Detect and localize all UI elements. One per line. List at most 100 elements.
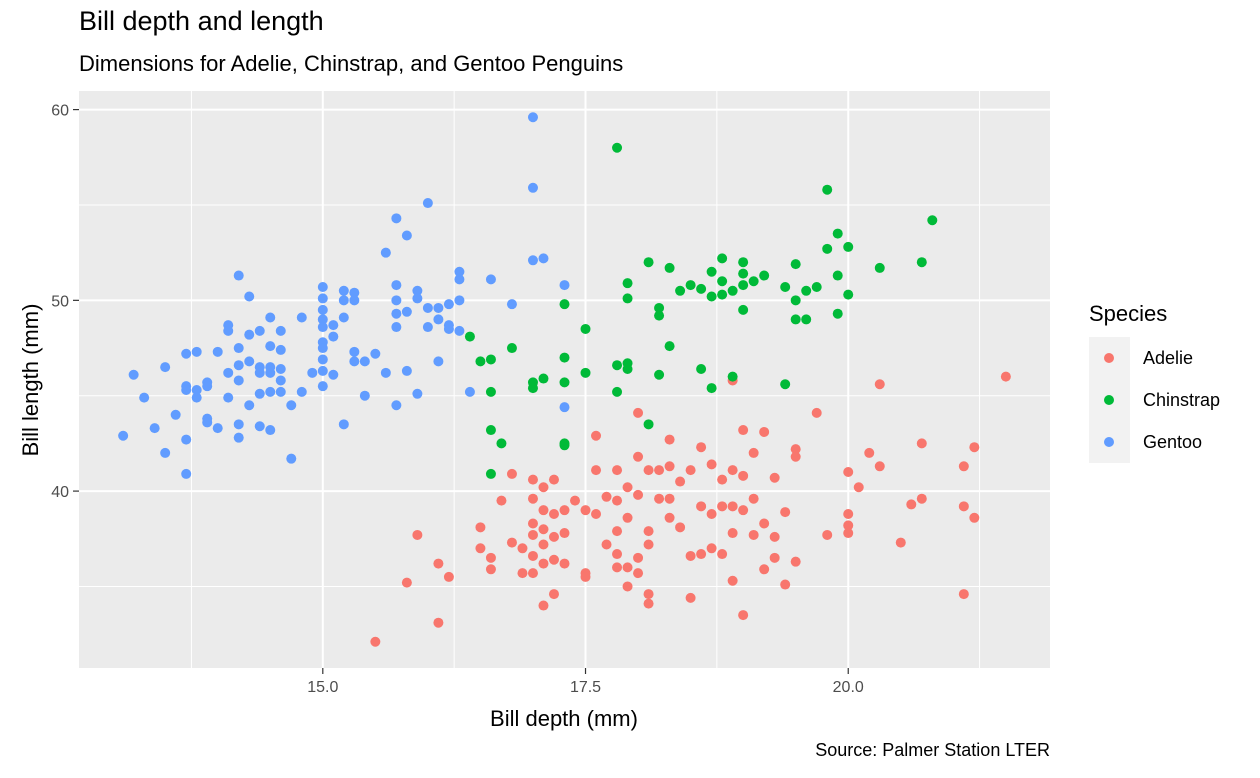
- point-adelie: [591, 430, 602, 441]
- point-adelie: [548, 589, 559, 600]
- chart-subtitle: Dimensions for Adelie, Chinstrap, and Ge…: [79, 51, 624, 76]
- point-adelie: [527, 518, 538, 529]
- point-adelie: [601, 539, 612, 550]
- y-axis-title: Bill length (mm): [18, 304, 43, 457]
- point-chinstrap: [485, 468, 496, 479]
- point-gentoo: [317, 304, 328, 315]
- x-axis-title: Bill depth (mm): [490, 706, 638, 731]
- point-adelie: [738, 505, 749, 516]
- point-gentoo: [454, 295, 465, 306]
- point-gentoo: [559, 402, 570, 413]
- point-gentoo: [275, 364, 286, 375]
- point-gentoo: [443, 323, 454, 334]
- point-gentoo: [485, 274, 496, 285]
- point-adelie: [559, 558, 570, 569]
- point-adelie: [633, 489, 644, 500]
- point-chinstrap: [832, 228, 843, 239]
- point-adelie: [696, 501, 707, 512]
- point-chinstrap: [527, 383, 538, 394]
- point-gentoo: [202, 417, 213, 428]
- point-gentoo: [139, 392, 150, 403]
- point-gentoo: [181, 348, 192, 359]
- point-gentoo: [244, 329, 255, 340]
- point-chinstrap: [612, 142, 623, 153]
- point-adelie: [643, 598, 654, 609]
- point-gentoo: [265, 312, 276, 323]
- chart-caption: Source: Palmer Station LTER: [815, 740, 1050, 760]
- point-gentoo: [527, 255, 538, 266]
- point-gentoo: [391, 308, 402, 319]
- legend-title: Species: [1089, 301, 1167, 326]
- point-gentoo: [296, 312, 307, 323]
- point-chinstrap: [706, 291, 717, 302]
- point-adelie: [738, 425, 749, 436]
- point-gentoo: [328, 331, 339, 342]
- point-adelie: [696, 442, 707, 453]
- point-adelie: [612, 562, 623, 573]
- point-adelie: [874, 461, 885, 472]
- point-chinstrap: [780, 281, 791, 292]
- point-adelie: [916, 438, 927, 449]
- point-adelie: [580, 571, 591, 582]
- point-gentoo: [191, 384, 202, 395]
- point-chinstrap: [706, 383, 717, 394]
- point-adelie: [969, 442, 980, 453]
- point-chinstrap: [738, 268, 749, 279]
- point-gentoo: [275, 375, 286, 386]
- point-gentoo: [359, 390, 370, 401]
- point-gentoo: [391, 280, 402, 291]
- point-adelie: [717, 501, 728, 512]
- point-adelie: [570, 495, 581, 506]
- y-axis: 40 50 60: [51, 103, 79, 501]
- point-gentoo: [317, 281, 328, 292]
- point-adelie: [443, 571, 454, 582]
- point-gentoo: [244, 400, 255, 411]
- point-gentoo: [422, 198, 433, 209]
- point-adelie: [591, 508, 602, 519]
- point-gentoo: [254, 421, 265, 432]
- point-adelie: [517, 568, 528, 579]
- point-adelie: [790, 451, 801, 462]
- point-chinstrap: [916, 257, 927, 268]
- point-adelie: [612, 465, 623, 476]
- point-adelie: [958, 501, 969, 512]
- point-chinstrap: [780, 379, 791, 390]
- point-adelie: [706, 508, 717, 519]
- point-chinstrap: [727, 371, 738, 382]
- point-gentoo: [233, 432, 244, 443]
- point-chinstrap: [696, 283, 707, 294]
- point-adelie: [527, 550, 538, 561]
- point-gentoo: [454, 266, 465, 277]
- point-chinstrap: [759, 270, 770, 281]
- point-gentoo: [349, 295, 360, 306]
- point-chinstrap: [664, 262, 675, 273]
- point-adelie: [622, 562, 633, 573]
- point-adelie: [843, 528, 854, 539]
- point-gentoo: [275, 325, 286, 336]
- point-adelie: [843, 520, 854, 531]
- point-adelie: [727, 501, 738, 512]
- point-gentoo: [265, 425, 276, 436]
- point-gentoo: [233, 343, 244, 354]
- point-chinstrap: [485, 425, 496, 436]
- point-adelie: [706, 459, 717, 470]
- point-gentoo: [349, 356, 360, 367]
- point-adelie: [601, 491, 612, 502]
- point-gentoo: [527, 112, 538, 123]
- point-adelie: [759, 426, 770, 437]
- point-adelie: [538, 482, 549, 493]
- point-chinstrap: [717, 253, 728, 264]
- point-gentoo: [181, 384, 192, 395]
- point-adelie: [538, 600, 549, 611]
- point-adelie: [433, 617, 444, 628]
- point-adelie: [864, 447, 875, 458]
- point-gentoo: [233, 360, 244, 371]
- point-adelie: [433, 558, 444, 569]
- point-adelie: [696, 549, 707, 560]
- point-gentoo: [422, 322, 433, 333]
- point-gentoo: [338, 419, 349, 430]
- point-gentoo: [191, 346, 202, 357]
- point-gentoo: [212, 346, 223, 357]
- legend: Species Adelie Chinstrap Gentoo: [1089, 301, 1220, 463]
- point-gentoo: [338, 285, 349, 296]
